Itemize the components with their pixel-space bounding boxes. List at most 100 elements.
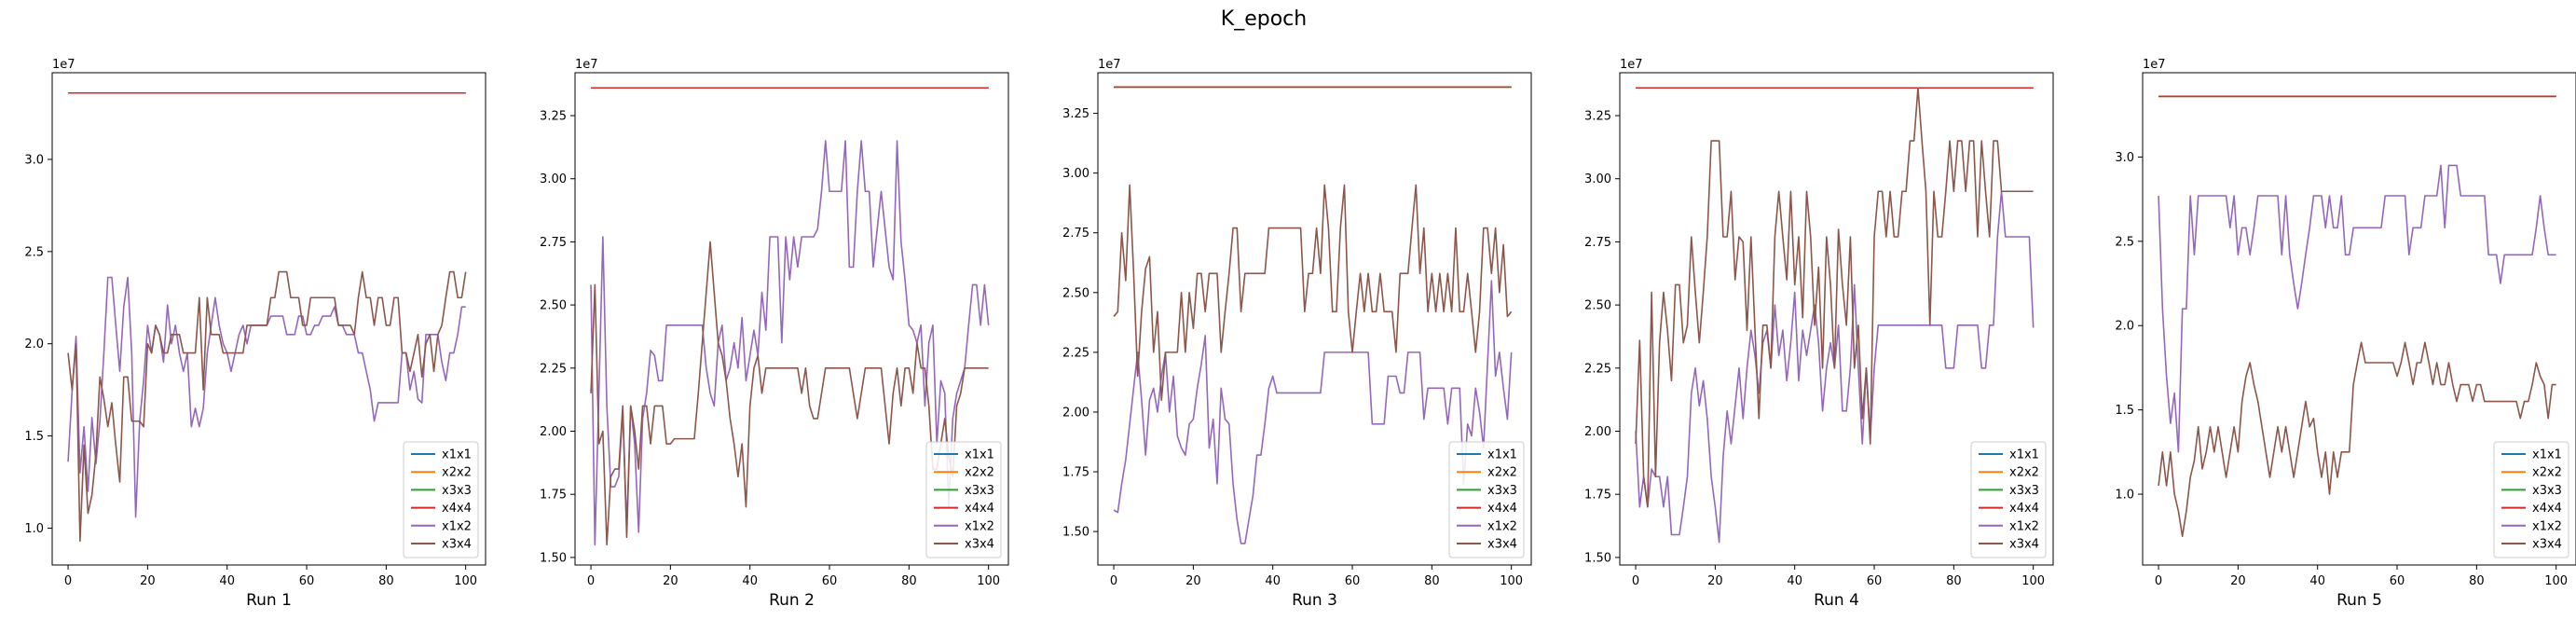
legend-box bbox=[1448, 441, 1525, 558]
y-tick-label: 2.00 bbox=[1062, 406, 1089, 420]
y-offset-label: 1e7 bbox=[52, 58, 75, 72]
x-axis-label: Run 2 bbox=[769, 591, 815, 610]
legend-label-x2x2: x2x2 bbox=[442, 466, 472, 480]
y-offset-label: 1e7 bbox=[1098, 58, 1121, 72]
x-tick-label: 20 bbox=[1707, 574, 1723, 588]
legend: x1x1 x2x2 x3x3 x4x4 x1x2 x3x4 bbox=[2493, 441, 2569, 558]
legend-label-x1x1: x1x1 bbox=[442, 448, 472, 462]
legend-label-x3x3: x3x3 bbox=[2009, 484, 2039, 498]
legend: x1x1 x2x2 x3x3 x4x4 x1x2 x3x4 bbox=[925, 441, 1002, 558]
x-tick-label: 80 bbox=[901, 574, 917, 588]
y-tick-label: 2.25 bbox=[1062, 346, 1089, 360]
y-tick-label: 3.25 bbox=[1584, 110, 1611, 124]
y-tick-label: 1.50 bbox=[540, 551, 567, 565]
x-axis-label: Run 5 bbox=[2336, 591, 2382, 610]
y-tick-label: 3.00 bbox=[540, 172, 567, 186]
x-tick-label: 60 bbox=[822, 574, 838, 588]
x-tick-label: 60 bbox=[1345, 574, 1361, 588]
x-tick-label: 40 bbox=[742, 574, 758, 588]
y-tick-label: 1.75 bbox=[540, 489, 567, 503]
legend-label-x3x4: x3x4 bbox=[2009, 538, 2039, 552]
axes-frame bbox=[1097, 72, 1532, 566]
legend-label-x3x3: x3x3 bbox=[442, 484, 472, 498]
y-tick-label: 3.0 bbox=[2115, 151, 2134, 165]
legend-label-x1x2: x1x2 bbox=[965, 519, 994, 533]
series-line-x1x2 bbox=[590, 140, 990, 546]
x-tick-label: 60 bbox=[2390, 574, 2405, 588]
x-tick-label: 80 bbox=[2469, 574, 2485, 588]
plot-lines bbox=[1635, 87, 2035, 544]
legend-label-x3x4: x3x4 bbox=[2532, 538, 2562, 552]
y-tick-label: 2.5 bbox=[24, 245, 44, 259]
series-line-x3x4 bbox=[1635, 87, 2034, 508]
subplot-run-3: 0 20 40 60 80 100 1.50 1.75 2.00 2.25 2.50 2.75 3.00… bbox=[1062, 58, 1532, 610]
legend-label-x3x4: x3x4 bbox=[1487, 538, 1517, 552]
legend-label-x4x4: x4x4 bbox=[965, 502, 994, 516]
y-tick-label: 2.00 bbox=[1584, 425, 1611, 439]
x-tick-label: 60 bbox=[299, 574, 315, 588]
legend-label-x1x2: x1x2 bbox=[2532, 519, 2562, 533]
legend-label-x1x2: x1x2 bbox=[442, 519, 472, 533]
x-axis-label: Run 1 bbox=[246, 591, 292, 610]
y-tick-label: 1.75 bbox=[1584, 489, 1611, 503]
x-tick-label: 100 bbox=[2021, 574, 2045, 588]
x-tick-label: 60 bbox=[1867, 574, 1883, 588]
plot-lines bbox=[67, 91, 467, 543]
y-tick-label: 2.25 bbox=[1584, 362, 1611, 376]
y-tick-label: 2.00 bbox=[540, 425, 567, 439]
y-tick-label: 1.5 bbox=[24, 430, 44, 444]
y-tick-label: 1.0 bbox=[2115, 489, 2134, 503]
y-offset-label: 1e7 bbox=[1620, 58, 1643, 72]
y-tick-label: 1.50 bbox=[1062, 526, 1089, 540]
legend: x1x1 x2x2 x3x3 x4x4 x1x2 x3x4 bbox=[403, 441, 479, 558]
series-line-x3x4 bbox=[590, 241, 989, 546]
legend-label-x1x1: x1x1 bbox=[965, 448, 994, 462]
plot-lines bbox=[1113, 86, 1513, 544]
y-tick-label: 1.50 bbox=[1584, 551, 1611, 565]
plot-lines bbox=[590, 87, 990, 546]
x-tick-label: 80 bbox=[378, 574, 394, 588]
y-tick-label: 3.00 bbox=[1584, 172, 1611, 186]
x-tick-label: 100 bbox=[2544, 574, 2568, 588]
legend-label-x1x2: x1x2 bbox=[1487, 519, 1517, 533]
x-tick-label: 0 bbox=[1110, 574, 1117, 588]
plot-lines bbox=[2158, 95, 2556, 538]
legend-label-x3x4: x3x4 bbox=[442, 538, 472, 552]
series-line-x1x2 bbox=[2158, 164, 2556, 453]
y-tick-label: 3.25 bbox=[1062, 107, 1089, 121]
x-tick-label: 20 bbox=[1185, 574, 1201, 588]
x-tick-label: 100 bbox=[454, 574, 477, 588]
y-tick-label: 3.00 bbox=[1062, 167, 1089, 181]
legend-label-x4x4: x4x4 bbox=[2009, 502, 2039, 516]
legend: x1x1 x2x2 x3x3 x4x4 x1x2 x3x4 bbox=[1448, 441, 1525, 558]
legend-label-x4x4: x4x4 bbox=[2532, 502, 2562, 516]
x-tick-label: 0 bbox=[2155, 574, 2162, 588]
legend-label-x2x2: x2x2 bbox=[2009, 466, 2039, 480]
legend-label-x3x4: x3x4 bbox=[965, 538, 994, 552]
y-tick-label: 2.75 bbox=[1062, 227, 1089, 241]
y-tick-label: 2.50 bbox=[1584, 299, 1611, 313]
x-tick-label: 0 bbox=[587, 574, 595, 588]
legend-label-x3x3: x3x3 bbox=[1487, 484, 1517, 498]
legend-label-x2x2: x2x2 bbox=[1487, 466, 1517, 480]
series-line-x1x2 bbox=[1113, 280, 1513, 544]
legend-box bbox=[2493, 441, 2569, 558]
figure-suptitle: K_epoch bbox=[1221, 7, 1307, 31]
x-tick-label: 20 bbox=[663, 574, 678, 588]
x-tick-label: 40 bbox=[1265, 574, 1281, 588]
legend-label-x2x2: x2x2 bbox=[965, 466, 994, 480]
y-tick-label: 2.75 bbox=[1584, 236, 1611, 250]
legend-label-x3x3: x3x3 bbox=[965, 484, 994, 498]
x-tick-label: 0 bbox=[64, 574, 72, 588]
y-tick-label: 2.50 bbox=[1062, 286, 1089, 300]
legend-label-x1x2: x1x2 bbox=[2009, 519, 2039, 533]
y-tick-label: 1.5 bbox=[2115, 404, 2134, 418]
y-offset-label: 1e7 bbox=[575, 58, 598, 72]
y-offset-label: 1e7 bbox=[2143, 58, 2166, 72]
subplot-run-4: 0 20 40 60 80 100 1.50 1.75 2.00 2.25 2.50 2.75 3.00… bbox=[1584, 58, 2054, 610]
x-axis-label: Run 4 bbox=[1814, 591, 1859, 610]
series-line-x3x4 bbox=[2158, 341, 2556, 538]
legend-label-x1x1: x1x1 bbox=[2009, 448, 2039, 462]
